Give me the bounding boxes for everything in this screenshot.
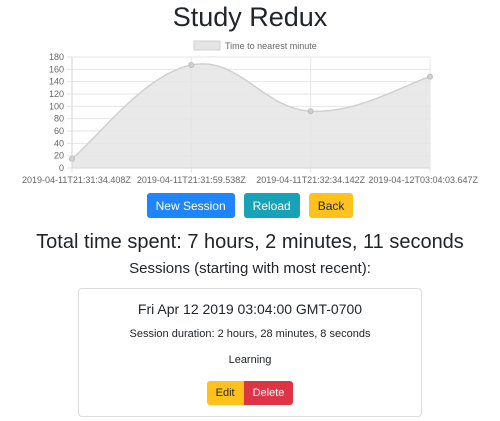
y-tick-label: 80 [54, 114, 64, 124]
y-tick-label: 60 [54, 126, 64, 136]
session-date: Fri Apr 12 2019 03:04:00 GMT-0700 [137, 301, 363, 317]
series-line [71, 63, 431, 160]
series-area [72, 63, 430, 169]
y-tick-label: 0 [59, 163, 64, 173]
total-time-spent: Total time spent: 7 hours, 2 minutes, 11… [36, 231, 464, 253]
y-tick-label: 120 [49, 89, 64, 99]
x-tick-label: 2019-04-11T21:31:59.538Z [137, 175, 246, 185]
edit-session-button[interactable]: Edit [206, 381, 244, 405]
x-tick-label: 2019-04-12T03:04:03.647Z [368, 175, 478, 185]
app-title: Study Redux [172, 2, 328, 32]
x-tick-label: 2019-04-11T21:31:34.408Z [22, 175, 131, 185]
data-point [427, 73, 433, 80]
toolbar: New Session Reload Back [0, 193, 500, 218]
delete-session-button[interactable]: Delete [243, 381, 294, 405]
y-tick-label: 160 [49, 64, 64, 74]
session-actions: Edit Delete [79, 381, 421, 405]
sessions-heading: Sessions (starting with most recent): [129, 260, 371, 277]
data-point [188, 62, 195, 69]
y-tick-label: 20 [54, 151, 64, 161]
y-tick-label: 40 [54, 138, 64, 148]
session-duration: Session duration: 2 hours, 28 minutes, 8… [129, 328, 371, 340]
legend-swatch [193, 40, 221, 51]
reload-button[interactable]: Reload [243, 193, 300, 218]
time-chart: Time to nearest minute 0 20 40 60 80 100 120 140… [22, 40, 478, 185]
session-card: Fri Apr 12 2019 03:04:00 GMT-0700 Sessio… [78, 288, 422, 417]
legend-label: Time to nearest minute [225, 41, 317, 51]
new-session-button[interactable]: New Session [146, 193, 235, 218]
y-tick-label: 100 [49, 101, 64, 111]
data-point [307, 108, 314, 115]
x-tick-label: 2019-04-11T21:32:34.142Z [256, 175, 365, 185]
back-button[interactable]: Back [308, 193, 354, 218]
session-activity: Learning [228, 354, 272, 366]
y-tick-label: 180 [49, 52, 64, 62]
y-tick-label: 140 [49, 77, 64, 87]
